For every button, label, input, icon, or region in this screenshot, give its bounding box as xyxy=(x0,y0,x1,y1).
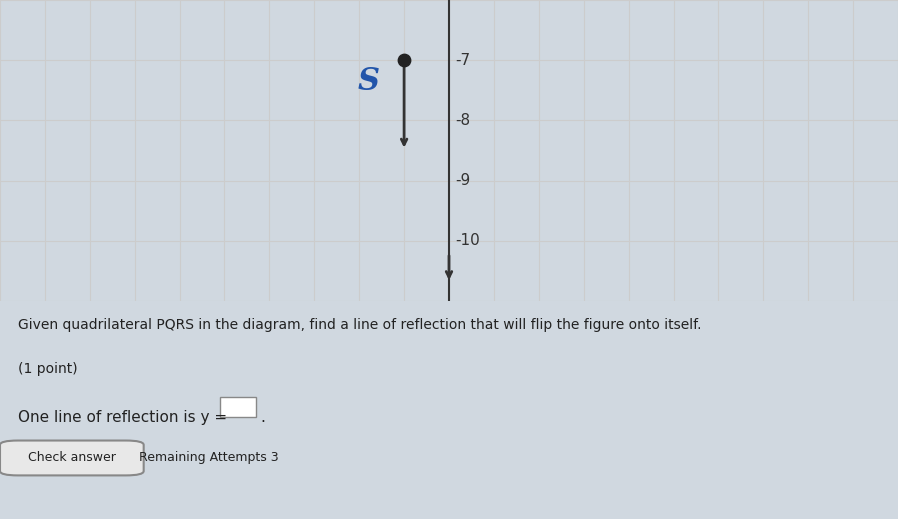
FancyBboxPatch shape xyxy=(0,441,144,475)
FancyBboxPatch shape xyxy=(220,397,256,417)
Text: .: . xyxy=(260,410,265,425)
Text: (1 point): (1 point) xyxy=(18,362,77,376)
Text: S: S xyxy=(357,66,379,97)
Text: One line of reflection is y =: One line of reflection is y = xyxy=(18,410,227,425)
Text: Check answer: Check answer xyxy=(28,452,116,465)
Text: Remaining Attempts 3: Remaining Attempts 3 xyxy=(139,452,278,465)
Text: -8: -8 xyxy=(455,113,471,128)
Text: -10: -10 xyxy=(455,234,480,248)
Text: -9: -9 xyxy=(455,173,471,188)
Point xyxy=(397,56,411,64)
Text: -7: -7 xyxy=(455,53,471,67)
Text: Given quadrilateral PQRS in the diagram, find a line of reflection that will fli: Given quadrilateral PQRS in the diagram,… xyxy=(18,319,701,333)
